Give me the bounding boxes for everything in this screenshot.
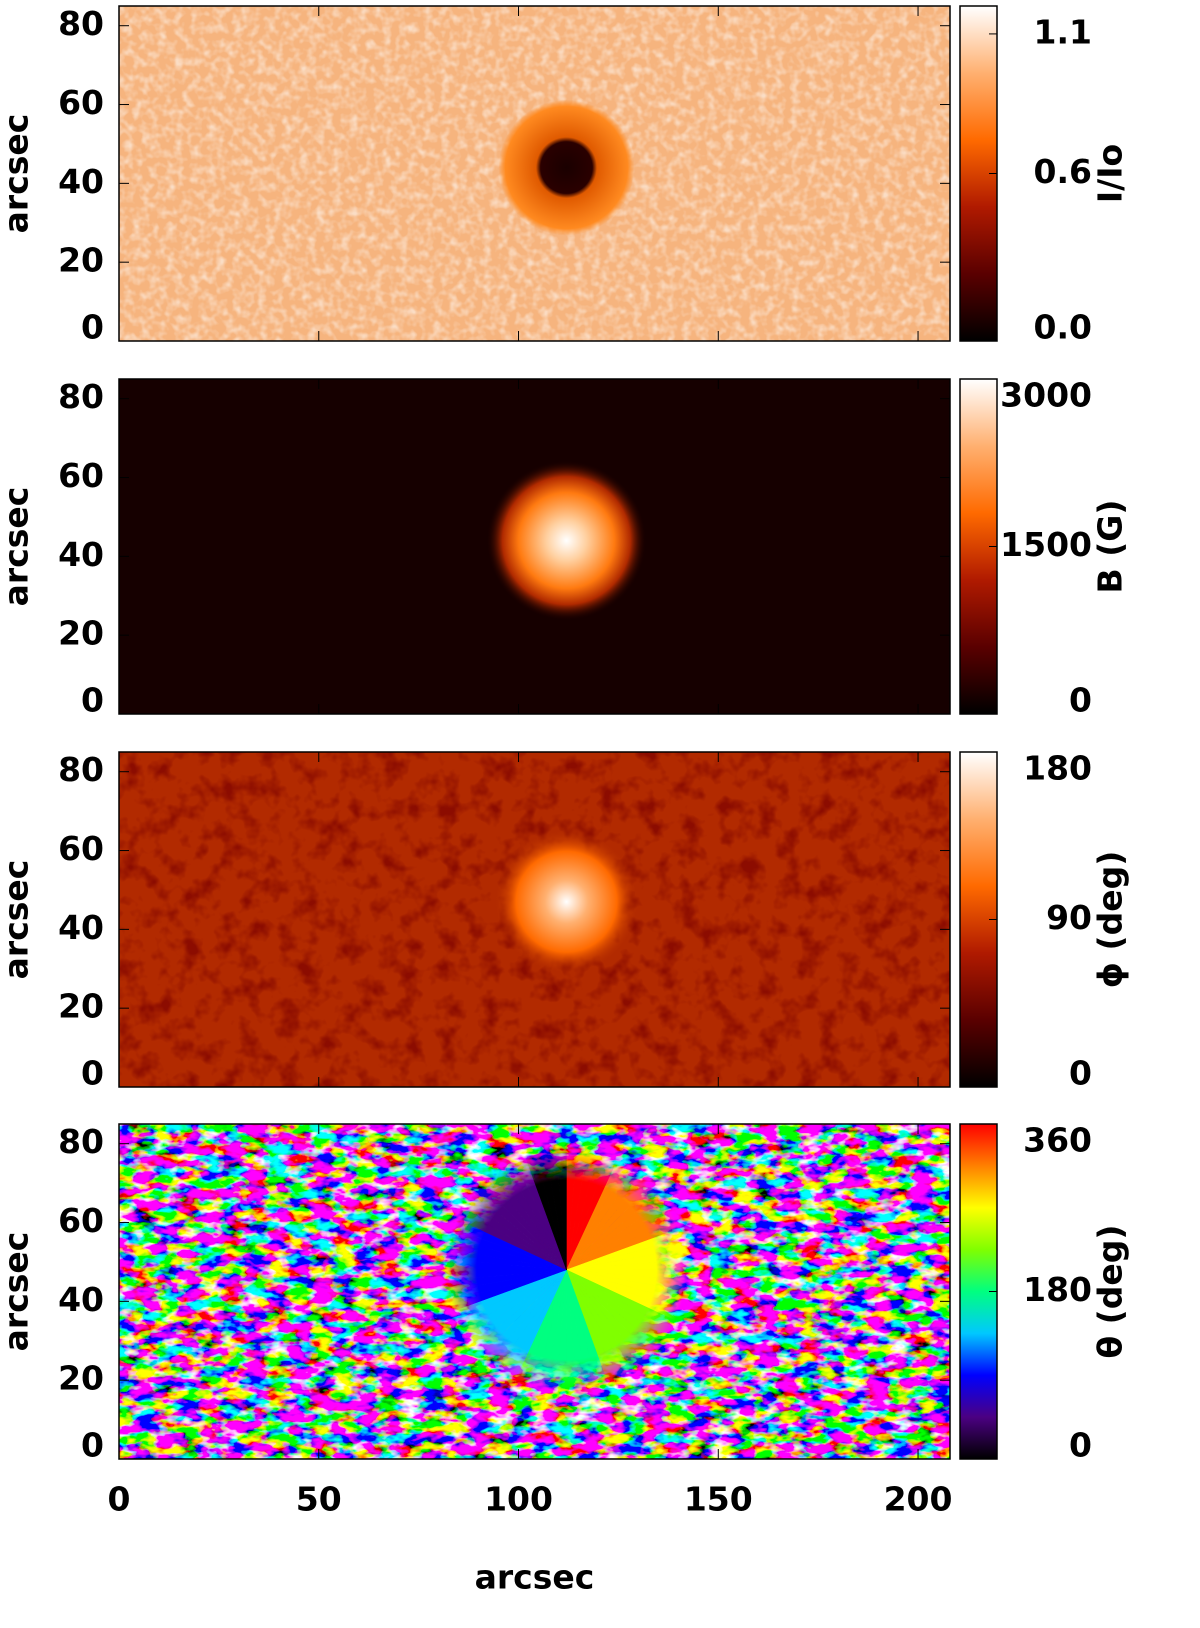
sunspot (498, 99, 635, 236)
y-tick-label: 80 (58, 750, 104, 789)
colorbar-tick-label: 90 (1046, 898, 1092, 937)
y-tick-label: 40 (58, 535, 104, 574)
panel-frame (118, 5, 951, 342)
colorbar-tick-label: 0 (1069, 1054, 1092, 1093)
panel-frame (118, 751, 951, 1088)
sunspot (486, 460, 647, 621)
colorbar-tick-label: 360 (1023, 1121, 1092, 1160)
colorbar-tick-label: 1.1 (1034, 12, 1092, 51)
y-tick-label: 20 (58, 614, 104, 653)
y-tick-label: 0 (81, 1426, 104, 1465)
colorbar-tick-label: 0 (1069, 681, 1092, 720)
y-tick-label: 40 (58, 1280, 104, 1319)
y-tick-label: 20 (58, 987, 104, 1026)
heatmap-image (119, 6, 950, 341)
y-tick-label: 80 (58, 377, 104, 416)
colorbar-tick-label: 180 (1023, 1270, 1092, 1309)
colorbar-tick-label: 0.6 (1034, 152, 1092, 191)
colorbar-label: ϕ (deg) (1091, 851, 1130, 989)
y-axis-label: arcsec (0, 860, 36, 980)
sunspot (494, 829, 639, 974)
y-tick-label: 0 (81, 681, 104, 720)
y-axis-label: arcsec (0, 114, 36, 234)
colorbar-label: I/Io (1091, 144, 1130, 203)
y-tick-label: 0 (81, 1054, 104, 1093)
heatmap-image (119, 379, 950, 714)
x-tick-label: 100 (484, 1480, 553, 1519)
panel-frame (118, 1123, 951, 1460)
colorbar-tick-label: 180 (1023, 749, 1092, 788)
y-tick-label: 60 (58, 83, 104, 122)
y-tick-label: 60 (58, 456, 104, 495)
wheel-wedge (555, 1149, 567, 1270)
y-tick-label: 40 (58, 908, 104, 947)
colorbar-tick-label: 0.0 (1034, 308, 1092, 347)
colorbar-tick-label: 3000 (1000, 376, 1092, 415)
y-tick-label: 40 (58, 162, 104, 201)
y-tick-label: 20 (58, 241, 104, 280)
y-tick-label: 60 (58, 829, 104, 868)
y-tick-label: 80 (58, 4, 104, 43)
heatmap-image (119, 752, 950, 1087)
y-axis-label: arcsec (0, 1232, 36, 1352)
x-axis-label: arcsec (475, 1558, 595, 1597)
y-tick-label: 0 (81, 308, 104, 347)
y-tick-label: 80 (58, 1122, 104, 1161)
x-tick-label: 200 (884, 1480, 953, 1519)
y-tick-label: 60 (58, 1201, 104, 1240)
y-axis-label: arcsec (0, 487, 36, 607)
azimuth-wheel (446, 1149, 687, 1390)
colorbar-label: θ (deg) (1091, 1225, 1130, 1359)
x-tick-label: 150 (684, 1480, 753, 1519)
x-tick-label: 0 (108, 1480, 131, 1519)
y-tick-label: 20 (58, 1359, 104, 1398)
colorbar-label: B (G) (1091, 500, 1130, 594)
colorbar-tick-label: 1500 (1000, 525, 1092, 564)
colorbar-tick-label: 0 (1069, 1426, 1092, 1465)
x-tick-label: 50 (296, 1480, 342, 1519)
heatmap-image (119, 1124, 950, 1459)
panel-frame (118, 378, 951, 715)
